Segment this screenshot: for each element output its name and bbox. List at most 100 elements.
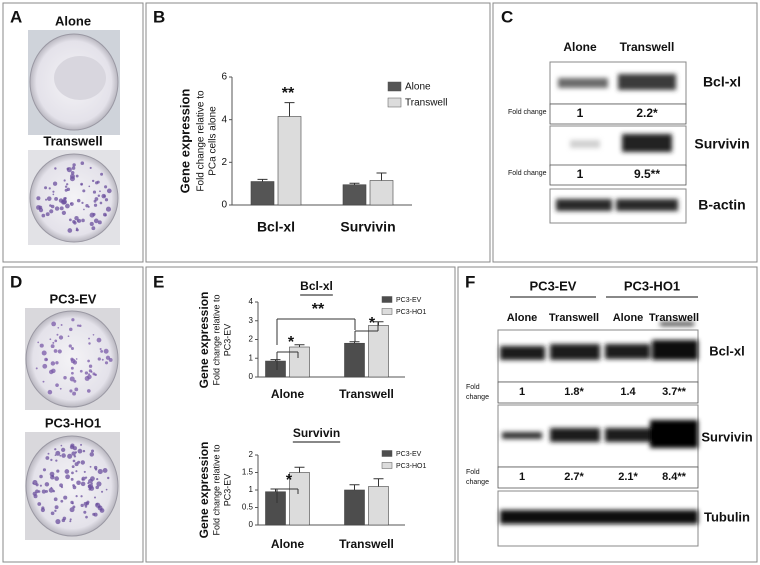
colony bbox=[89, 486, 95, 491]
colony bbox=[96, 180, 100, 184]
colony bbox=[103, 348, 109, 354]
colony bbox=[41, 489, 46, 494]
colony bbox=[33, 494, 38, 499]
chart-title: Bcl-xl bbox=[300, 279, 333, 293]
colony bbox=[70, 173, 75, 179]
colony bbox=[60, 444, 63, 447]
photo-label: PC3-EV bbox=[50, 291, 97, 306]
colony bbox=[69, 389, 73, 393]
bar bbox=[265, 360, 286, 378]
y-tick-label: 1 bbox=[249, 485, 254, 494]
legend-label: Alone bbox=[405, 82, 431, 93]
band bbox=[650, 420, 698, 448]
colony bbox=[97, 357, 101, 361]
colony bbox=[48, 187, 51, 190]
colony bbox=[102, 468, 108, 473]
colony bbox=[51, 321, 57, 327]
colony bbox=[72, 459, 76, 463]
colony bbox=[52, 193, 55, 196]
colony bbox=[60, 324, 63, 326]
colony bbox=[63, 179, 66, 182]
colony bbox=[105, 355, 111, 360]
error-bar bbox=[294, 466, 305, 473]
colony bbox=[41, 506, 45, 510]
colony bbox=[50, 458, 53, 462]
colony bbox=[68, 344, 72, 348]
colony bbox=[84, 376, 90, 381]
colony bbox=[38, 208, 44, 213]
fold-label: change bbox=[466, 479, 489, 486]
fold-value: 1.8* bbox=[564, 386, 584, 398]
colony bbox=[88, 373, 90, 376]
colony bbox=[88, 478, 93, 484]
fold-value: 1 bbox=[519, 471, 525, 483]
colony bbox=[107, 476, 110, 480]
fold-value: 2.7* bbox=[564, 471, 584, 483]
colony bbox=[80, 161, 85, 165]
x-tick-label: Bcl-xl bbox=[257, 219, 295, 235]
band bbox=[550, 428, 600, 442]
colony bbox=[49, 338, 52, 341]
y-tick-label: 0.5 bbox=[242, 503, 254, 512]
colony bbox=[90, 449, 95, 453]
colony bbox=[78, 324, 82, 328]
fold-box bbox=[549, 164, 687, 186]
photo-label: PC3-HO1 bbox=[45, 415, 101, 430]
fold-value: 2.1* bbox=[618, 471, 638, 483]
colony bbox=[72, 391, 77, 396]
colony bbox=[64, 188, 68, 192]
fold-value: 1 bbox=[577, 167, 584, 181]
colony bbox=[42, 363, 48, 369]
colony bbox=[37, 341, 40, 344]
fold-box bbox=[549, 103, 687, 125]
panel-label: C bbox=[501, 7, 513, 26]
error-bar bbox=[373, 478, 384, 487]
y-tick-label: 4 bbox=[221, 114, 227, 125]
colony bbox=[71, 451, 76, 456]
colony bbox=[39, 343, 44, 348]
colony bbox=[68, 218, 72, 222]
fold-value: 1 bbox=[519, 386, 525, 398]
colony bbox=[72, 360, 78, 365]
colony bbox=[82, 189, 86, 193]
photo-label: Alone bbox=[55, 13, 91, 28]
colony bbox=[76, 198, 81, 203]
fold-box bbox=[497, 381, 699, 404]
colony bbox=[81, 218, 85, 223]
significance-label: * bbox=[286, 472, 293, 489]
colony bbox=[108, 358, 113, 362]
y-axis-label: Gene expression bbox=[197, 442, 211, 539]
colony bbox=[91, 179, 95, 183]
colony bbox=[47, 452, 50, 455]
legend-label: Transwell bbox=[405, 98, 447, 109]
colony bbox=[75, 358, 78, 360]
colony bbox=[87, 205, 90, 208]
bar bbox=[289, 472, 310, 526]
colony bbox=[70, 477, 74, 481]
colony bbox=[76, 480, 81, 486]
blot-bands bbox=[556, 74, 678, 211]
x-tick-label: Alone bbox=[271, 387, 305, 401]
colony bbox=[54, 476, 60, 481]
lane-label: Alone bbox=[563, 40, 597, 54]
colony bbox=[77, 220, 79, 222]
colony bbox=[53, 349, 58, 353]
colony bbox=[96, 477, 99, 481]
bar bbox=[369, 180, 394, 206]
colony bbox=[70, 170, 75, 175]
bar bbox=[342, 184, 367, 206]
band bbox=[605, 428, 650, 442]
colony bbox=[88, 185, 91, 188]
colony bbox=[104, 185, 108, 189]
colony bbox=[80, 182, 84, 186]
colony bbox=[39, 474, 43, 479]
colony bbox=[41, 350, 47, 356]
colony bbox=[104, 361, 109, 365]
colony bbox=[70, 500, 74, 505]
bar bbox=[277, 116, 302, 206]
colony bbox=[97, 220, 102, 225]
colony bbox=[88, 342, 91, 345]
y-tick-label: 2 bbox=[221, 157, 227, 168]
colony bbox=[89, 166, 92, 170]
y-axis-sublabel: PC3-EV bbox=[222, 324, 232, 357]
